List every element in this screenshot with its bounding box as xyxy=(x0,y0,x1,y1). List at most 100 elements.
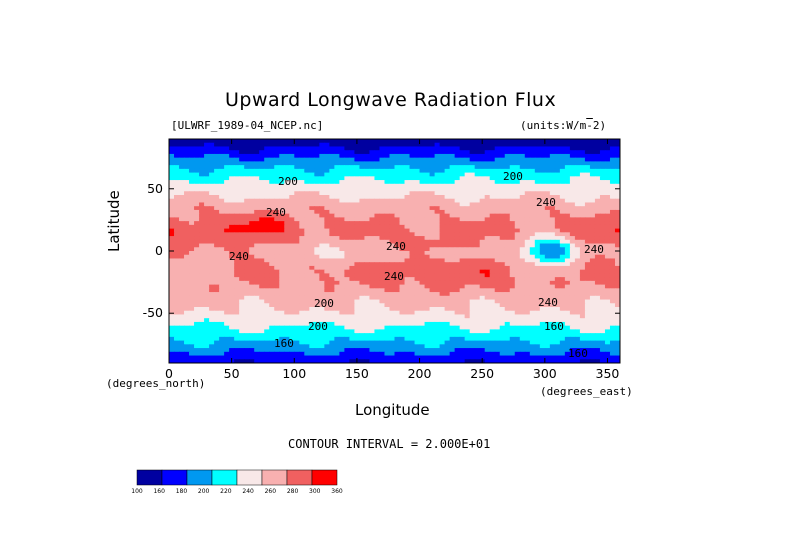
field-cell xyxy=(229,195,235,200)
field-cell xyxy=(579,198,586,204)
field-cell xyxy=(414,232,421,237)
field-cell xyxy=(439,310,446,316)
field-cell xyxy=(384,325,391,330)
field-cell xyxy=(274,307,280,312)
field-cell xyxy=(229,262,235,267)
field-cell xyxy=(509,228,516,233)
field-cell xyxy=(469,303,476,308)
field-cell xyxy=(234,206,240,211)
field-cell xyxy=(549,292,556,297)
field-cell xyxy=(614,209,620,215)
field-cell xyxy=(579,168,586,174)
field-cell xyxy=(219,142,225,148)
field-cell xyxy=(299,273,305,278)
field-cell xyxy=(199,299,205,304)
field-cell xyxy=(299,236,305,241)
field-cell xyxy=(239,228,245,233)
field-cell xyxy=(179,150,185,155)
field-cell xyxy=(484,336,491,342)
field-cell xyxy=(474,303,481,308)
field-cell xyxy=(609,236,616,241)
field-cell xyxy=(204,206,210,211)
field-cell xyxy=(484,187,491,192)
field-cell xyxy=(579,280,586,286)
field-cell xyxy=(189,213,195,218)
field-cell xyxy=(174,333,180,338)
field-cell xyxy=(174,336,180,342)
field-cell xyxy=(209,209,215,215)
field-cell xyxy=(429,206,436,211)
field-cell xyxy=(329,224,335,230)
field-cell xyxy=(444,198,451,204)
field-cell xyxy=(454,239,461,245)
field-cell xyxy=(494,284,501,289)
field-cell xyxy=(534,198,541,204)
field-cell xyxy=(579,269,586,274)
field-cell xyxy=(409,187,416,192)
field-cell xyxy=(609,206,616,211)
field-cell xyxy=(614,340,620,345)
field-cell xyxy=(354,153,361,159)
field-cell xyxy=(439,295,446,301)
field-cell xyxy=(549,295,556,301)
field-cell xyxy=(434,153,441,159)
field-cell xyxy=(424,146,431,151)
field-cell xyxy=(184,318,190,323)
field-cell xyxy=(264,336,270,342)
field-cell xyxy=(549,251,556,256)
field-cell xyxy=(289,273,295,278)
field-cell xyxy=(259,176,265,181)
field-cell xyxy=(324,239,330,245)
field-cell xyxy=(559,180,566,185)
field-cell xyxy=(344,150,350,155)
field-cell xyxy=(189,333,195,338)
field-cell xyxy=(374,232,381,237)
field-cell xyxy=(194,329,200,334)
field-cell xyxy=(359,269,366,274)
field-cell xyxy=(524,161,531,166)
field-cell xyxy=(554,269,561,274)
field-cell xyxy=(239,217,245,222)
field-cell xyxy=(269,258,275,263)
field-cell xyxy=(189,139,195,144)
field-cell xyxy=(489,209,496,215)
field-cell xyxy=(344,228,350,233)
field-cell xyxy=(499,157,506,162)
field-cell xyxy=(369,187,376,192)
field-cell xyxy=(424,180,431,185)
field-cell xyxy=(614,142,620,148)
field-cell xyxy=(489,340,496,345)
field-cell xyxy=(409,168,416,174)
field-cell xyxy=(439,299,446,304)
field-cell xyxy=(234,228,240,233)
field-cell xyxy=(449,168,456,174)
field-cell xyxy=(399,307,406,312)
field-cell xyxy=(554,307,561,312)
field-cell xyxy=(439,150,446,155)
field-cell xyxy=(274,284,280,289)
field-cell xyxy=(354,213,361,218)
field-cell xyxy=(474,292,481,297)
field-cell xyxy=(254,224,260,230)
field-cell xyxy=(249,333,255,338)
field-cell xyxy=(344,284,350,289)
field-cell xyxy=(244,318,250,323)
field-cell xyxy=(424,299,431,304)
field-cell xyxy=(609,247,616,252)
field-cell xyxy=(409,239,416,245)
field-cell xyxy=(494,202,501,207)
field-cell xyxy=(309,168,315,174)
field-cell xyxy=(274,139,280,144)
field-cell xyxy=(209,269,215,274)
field-cell xyxy=(559,251,566,256)
field-cell xyxy=(184,139,190,144)
field-cell xyxy=(269,217,275,222)
field-cell xyxy=(279,273,285,278)
field-cell xyxy=(264,150,270,155)
field-cell xyxy=(314,202,320,207)
field-cell xyxy=(564,180,571,185)
field-cell xyxy=(364,336,371,342)
field-cell xyxy=(514,187,521,192)
field-cell xyxy=(439,254,446,260)
field-cell xyxy=(214,217,220,222)
